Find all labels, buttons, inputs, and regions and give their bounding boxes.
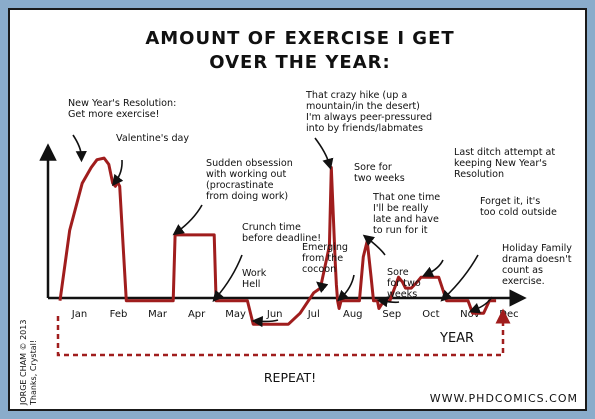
annotation-10-line-0: Last ditch attempt at bbox=[454, 147, 555, 158]
repeat-label: REPEAT! bbox=[264, 370, 316, 385]
annotation-3-arrow bbox=[212, 254, 243, 302]
month-label-jan: Jan bbox=[71, 309, 87, 320]
month-label-may: May bbox=[225, 309, 246, 320]
annotation-0-line-1: Get more exercise! bbox=[68, 109, 160, 120]
annotation-4-line-0: Work bbox=[242, 268, 267, 279]
annotation-1-arrow bbox=[111, 159, 124, 187]
annotation-1-line-0: Valentine's day bbox=[116, 133, 189, 144]
annotation-7-arrow bbox=[337, 274, 355, 302]
annotation-5-arrow bbox=[316, 281, 329, 293]
month-label-apr: Apr bbox=[188, 309, 206, 320]
annotation-11: Forget it, it's too cold outside bbox=[440, 196, 557, 302]
annotation-4-arrow bbox=[251, 315, 279, 328]
annotation-4: Work Hell bbox=[242, 268, 279, 328]
month-label-nov: Nov bbox=[460, 309, 480, 320]
annotation-2-line-2: (procrastinate bbox=[206, 180, 274, 191]
month-label-oct: Oct bbox=[422, 309, 439, 320]
annotation-11-line-0: Forget it, it's bbox=[480, 196, 540, 207]
annotation-8-arrow bbox=[362, 234, 386, 256]
annotation-10-line-2: Resolution bbox=[454, 169, 504, 180]
annotation-7-line-1: two weeks bbox=[354, 173, 405, 184]
annotation-9-arrow bbox=[376, 296, 400, 308]
annotation-7-line-0: Sore for bbox=[354, 162, 392, 173]
annotation-8-line-1: I'll be really bbox=[373, 203, 429, 214]
annotation-3-line-1: before deadline! bbox=[242, 233, 321, 244]
svg-text:Valentine's day: Valentine's day bbox=[116, 133, 189, 144]
repeat-arrow bbox=[56, 308, 511, 357]
annotation-8-line-2: late and have bbox=[373, 214, 439, 225]
annotation-6: That crazy hike (up a mountain/in the des… bbox=[305, 90, 432, 170]
annotation-12-line-3: exercise. bbox=[502, 276, 545, 287]
month-label-mar: Mar bbox=[148, 309, 168, 320]
month-label-jul: Jul bbox=[307, 309, 320, 320]
annotation-1: Valentine's day bbox=[111, 133, 189, 187]
annotation-3: Crunch time before deadline! bbox=[212, 222, 321, 302]
annotation-12-line-1: drama doesn't bbox=[502, 254, 572, 265]
month-label-dec: Dec bbox=[499, 309, 518, 320]
svg-text:New Year's Resolution:Get more: New Year's Resolution: Get more exercise! bbox=[68, 98, 176, 120]
annotation-12-line-0: Holiday Family bbox=[502, 243, 572, 254]
annotation-9-line-1: for two bbox=[387, 278, 421, 289]
annotation-12-line-2: count as bbox=[502, 265, 543, 276]
comic-panel: AMOUNT OF EXERCISE I GET OVER THE YEAR: … bbox=[8, 8, 587, 411]
chart-title-line1: AMOUNT OF EXERCISE I GET bbox=[145, 28, 454, 49]
annotation-8: That one time I'll be really late and have… bbox=[362, 192, 440, 256]
annotation-2-line-1: with working out bbox=[206, 169, 286, 180]
annotation-5-line-1: from the bbox=[302, 253, 343, 264]
annotation-11-line-1: too cold outside bbox=[480, 207, 557, 218]
annotation-0-line-0: New Year's Resolution: bbox=[68, 98, 176, 109]
annotation-2: Sudden obsession with working out (procras… bbox=[172, 158, 293, 236]
credit-line1: JORGE CHAM © 2013 bbox=[19, 320, 28, 406]
annotation-10-arrow bbox=[421, 259, 444, 277]
annotation-0: New Year's Resolution: Get more exercise! bbox=[68, 98, 176, 163]
annotation-5-line-2: cocoon bbox=[302, 264, 336, 275]
annotation-7: Sore for two weeks bbox=[337, 162, 405, 302]
annotation-2-line-3: from doing work) bbox=[206, 191, 288, 202]
annotation-6-line-1: mountain/in the desert) bbox=[306, 101, 420, 112]
annotation-8-line-3: to run for it bbox=[373, 225, 428, 236]
annotation-2-line-0: Sudden obsession bbox=[206, 158, 293, 169]
annotation-9-line-0: Sore bbox=[387, 267, 409, 278]
credit-line2: Thanks, Crystal! bbox=[29, 340, 38, 406]
annotation-6-arrow bbox=[314, 137, 334, 170]
annotation-8-line-0: That one time bbox=[372, 192, 440, 203]
annotation-6-line-3: into by friends/labmates bbox=[306, 123, 423, 134]
annotation-6-line-2: I'm always peer-pressured bbox=[306, 112, 432, 123]
annotation-0-arrow bbox=[72, 134, 87, 163]
site-url-link[interactable]: WWW.PHDCOMICS.COM bbox=[430, 392, 578, 405]
annotation-5-line-0: Emerging bbox=[302, 242, 348, 253]
annotation-6-line-0: That crazy hike (up a bbox=[305, 90, 407, 101]
annotation-3-line-0: Crunch time bbox=[242, 222, 301, 233]
annotation-11-arrow bbox=[440, 254, 479, 302]
chart-title-line2: OVER THE YEAR: bbox=[209, 52, 390, 73]
x-axis-label: YEAR bbox=[439, 331, 474, 346]
annotation-5: Emerging from the cocoon bbox=[302, 242, 348, 293]
month-label-sep: Sep bbox=[382, 309, 401, 320]
annotation-4-line-1: Hell bbox=[242, 279, 260, 290]
annotation-12: Holiday Family drama doesn't count as exerc… bbox=[468, 243, 572, 314]
annotations: New Year's Resolution: Get more exercise!… bbox=[68, 90, 572, 328]
month-label-jun: Jun bbox=[266, 309, 283, 320]
month-label-feb: Feb bbox=[110, 309, 128, 320]
annotation-9-line-2: weeks bbox=[387, 289, 417, 300]
annotation-10-line-1: keeping New Year's bbox=[454, 158, 547, 169]
annotation-2-arrow bbox=[172, 204, 203, 236]
annotation-9: Sore for two weeks bbox=[376, 267, 421, 308]
month-label-aug: Aug bbox=[343, 309, 363, 320]
annotation-10: Last ditch attempt at keeping New Year's R… bbox=[421, 147, 555, 277]
annotation-12-arrow bbox=[468, 296, 493, 314]
exercise-chart: AMOUNT OF EXERCISE I GET OVER THE YEAR: … bbox=[19, 28, 578, 406]
